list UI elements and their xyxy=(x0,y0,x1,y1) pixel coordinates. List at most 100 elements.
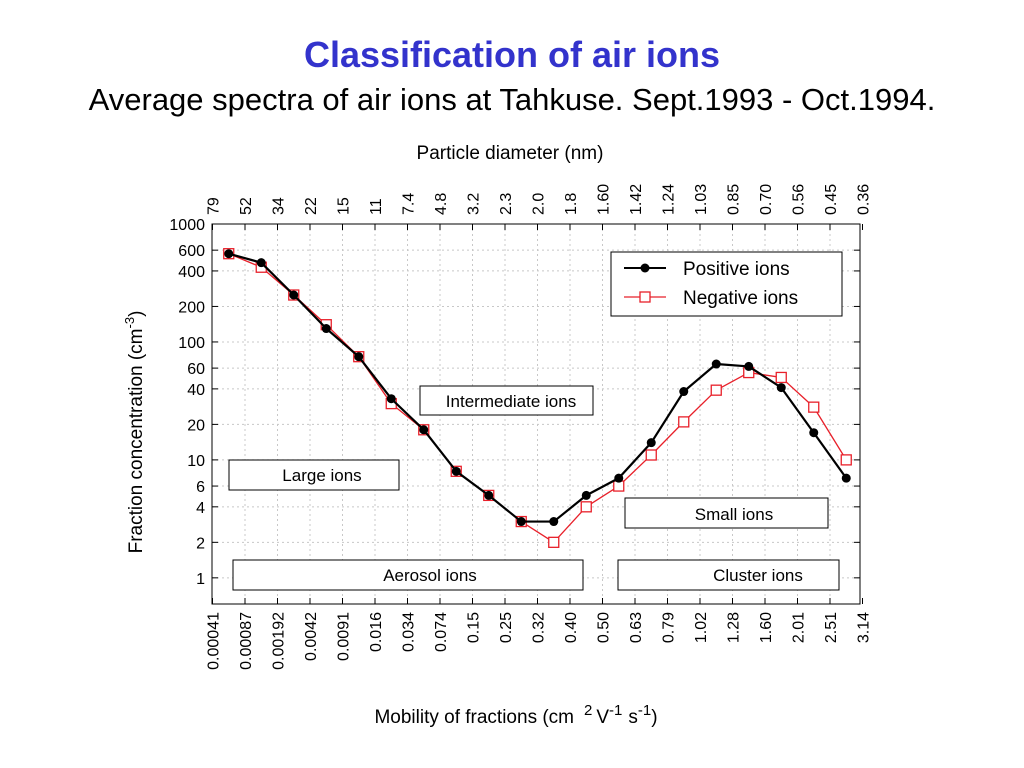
region-box-aerosol: Aerosol ions xyxy=(232,559,584,591)
y-tick-label: 400 xyxy=(178,264,205,281)
y-tick-labels: 1 2 4 6 10 20 40 60 100 200 400 600 1000 xyxy=(169,217,205,588)
top-tick-label: 1.8 xyxy=(563,193,580,215)
top-tick-label: 0.45 xyxy=(823,184,840,215)
positive-ions-point xyxy=(549,517,559,527)
x-tick-label: 0.0042 xyxy=(303,612,320,661)
positive-ions-point xyxy=(744,361,754,371)
x-tick-label: 2.51 xyxy=(823,612,840,643)
positive-ions-point xyxy=(386,394,396,404)
region-box-small: Small ions xyxy=(624,497,829,529)
negative-ions-point xyxy=(775,371,787,384)
x-tick-label: 1.28 xyxy=(726,612,743,643)
legend-label-negative: Negative ions xyxy=(683,288,798,309)
x-tick-label: 0.25 xyxy=(498,612,515,643)
legend: Positive ions Negative ions xyxy=(610,251,843,317)
region-box-cluster: Cluster ions xyxy=(617,559,840,591)
y-tick-label: 20 xyxy=(187,417,205,434)
x-tick-label: 0.034 xyxy=(401,612,418,652)
top-tick-label: 52 xyxy=(238,197,255,215)
negative-ions-point xyxy=(710,384,722,396)
y-axis-title-sup: -3 xyxy=(122,317,137,329)
negative-ions-point xyxy=(580,501,592,513)
series-layer xyxy=(223,248,852,548)
region-box-intermediate: Intermediate ions xyxy=(419,385,594,416)
negative-ions-point xyxy=(678,416,690,428)
positive-ions-point xyxy=(809,428,819,438)
positive-ions-point xyxy=(776,383,786,393)
top-tick-label: 15 xyxy=(336,197,353,215)
x-tick-label: 0.50 xyxy=(596,612,613,643)
x-tick-labels: 0.00041 0.00087 0.00192 0.0042 0.0091 0.016 0.… xyxy=(206,612,873,670)
x-tick-label: 0.00087 xyxy=(238,612,255,670)
top-tick-label: 1.03 xyxy=(693,184,710,215)
y-axis-title-main: Fraction concentration (cm xyxy=(126,328,147,553)
positive-ions-point xyxy=(614,473,624,483)
top-tick-label: 0.85 xyxy=(726,184,743,215)
top-tick-label: 34 xyxy=(271,197,288,215)
top-tick-label: 7.4 xyxy=(401,193,418,215)
x-tick-label: 3.14 xyxy=(856,612,873,643)
y-tick-label: 1000 xyxy=(169,217,205,234)
positive-ions-point xyxy=(516,517,526,527)
x-axis-title-a-sup: 2 xyxy=(584,702,592,719)
y-tick-label: 2 xyxy=(196,535,205,552)
y-tick-label: 60 xyxy=(187,361,205,378)
top-tick-label: 3.2 xyxy=(466,193,483,215)
region-label-intermediate: Intermediate ions xyxy=(446,392,576,411)
positive-ions-point xyxy=(419,425,429,435)
region-box-large: Large ions xyxy=(228,459,400,491)
y-axis-title-end: ) xyxy=(126,311,147,317)
x-tick-label: 0.63 xyxy=(628,612,645,643)
slide-title: Classification of air ions xyxy=(303,34,721,75)
x-axis-title-b: V xyxy=(596,707,609,728)
x-axis-title-b-sup: -1 xyxy=(609,702,622,719)
top-tick-label: 79 xyxy=(206,197,223,215)
x-tick-label: 2.01 xyxy=(791,612,808,643)
x-tick-label: 0.0091 xyxy=(336,612,353,661)
x-axis-title-c: s xyxy=(628,707,638,728)
x-tick-label: 0.016 xyxy=(368,612,385,652)
top-axis-title: Particle diameter (nm) xyxy=(417,143,604,164)
region-label-large: Large ions xyxy=(282,466,361,485)
x-tick-label: 1.60 xyxy=(758,612,775,643)
top-tick-label: 0.56 xyxy=(791,184,808,215)
negative-ions-point xyxy=(840,454,852,466)
y-tick-label: 10 xyxy=(187,453,205,470)
x-tick-label: 0.40 xyxy=(563,612,580,643)
region-label-cluster: Cluster ions xyxy=(713,566,803,585)
positive-ions-point xyxy=(646,438,656,448)
top-tick-label: 0.36 xyxy=(856,184,873,215)
x-axis-title-a: Mobility of fractions (cm xyxy=(374,707,574,728)
top-tick-label: 1.60 xyxy=(596,184,613,215)
y-axis-title: Fraction concentration (cm-3) xyxy=(122,311,147,554)
legend-label-positive: Positive ions xyxy=(683,259,790,280)
top-tick-label: 0.70 xyxy=(758,184,775,215)
x-tick-label: 0.074 xyxy=(433,612,450,652)
top-tick-label: 11 xyxy=(368,198,385,215)
positive-ions-point xyxy=(224,249,234,259)
x-axis-title-d: ) xyxy=(651,707,657,728)
top-tick-label: 1.24 xyxy=(661,184,678,215)
positive-ions-line xyxy=(228,252,848,523)
positive-ions-point xyxy=(581,490,591,500)
x-tick-label: 0.79 xyxy=(661,612,678,643)
top-tick-label: 2.3 xyxy=(498,193,515,215)
y-tick-label: 200 xyxy=(178,299,205,316)
x-axis-title: Mobility of fractions (cm 2 V-1 s-1) xyxy=(374,702,657,728)
axis-ticks xyxy=(212,223,863,604)
top-tick-label: 1.42 xyxy=(628,184,645,215)
region-label-small: Small ions xyxy=(695,505,773,524)
y-tick-label: 100 xyxy=(178,335,205,352)
plot-frame xyxy=(211,223,861,605)
top-tick-labels: 79 52 34 22 15 11 7.4 4.8 3.2 2.3 2.0 1.8 1.60 1.42 1.… xyxy=(206,184,873,215)
x-tick-label: 1.02 xyxy=(693,612,710,643)
positive-ions-point xyxy=(289,290,299,300)
negative-ions-point xyxy=(645,449,657,461)
y-tick-label: 6 xyxy=(196,479,205,496)
region-label-aerosol: Aerosol ions xyxy=(383,566,477,585)
positive-ions-point xyxy=(354,352,364,362)
positive-ions-point xyxy=(484,490,494,500)
x-axis-title-c-sup: -1 xyxy=(638,702,651,719)
y-tick-label: 1 xyxy=(196,571,205,588)
